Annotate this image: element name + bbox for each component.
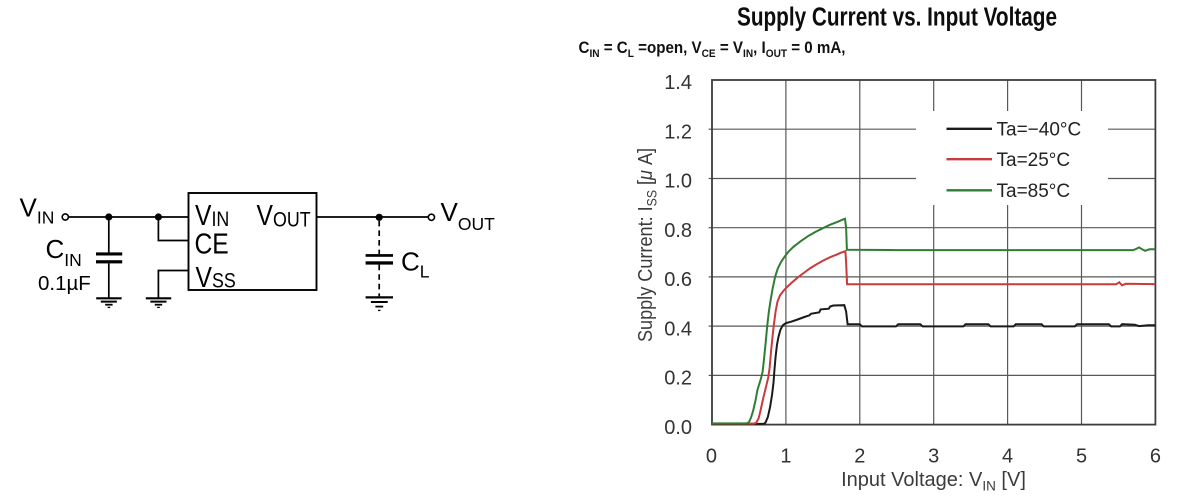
svg-text:Input Voltage: VIN [V]: Input Voltage: VIN [V] [841, 469, 1026, 494]
svg-text:0.6: 0.6 [664, 269, 692, 291]
svg-text:1.4: 1.4 [664, 72, 692, 94]
svg-text:3: 3 [928, 446, 939, 468]
svg-text:Supply Current: ISS [μ A]: Supply Current: ISS [μ A] [635, 148, 659, 342]
svg-text:1.2: 1.2 [664, 121, 692, 143]
svg-text:CL: CL [401, 247, 430, 282]
svg-text:0.1µF: 0.1µF [38, 272, 91, 295]
svg-text:4: 4 [1002, 446, 1013, 468]
svg-text:1.0: 1.0 [664, 171, 692, 193]
svg-text:VOUT: VOUT [257, 199, 311, 232]
svg-text:6: 6 [1150, 446, 1161, 468]
svg-text:0.2: 0.2 [664, 368, 692, 390]
svg-text:0.4: 0.4 [664, 318, 692, 340]
svg-text:0: 0 [706, 446, 717, 468]
svg-text:1: 1 [780, 446, 791, 468]
svg-text:VSS: VSS [196, 261, 236, 293]
svg-text:2: 2 [854, 446, 865, 468]
svg-text:Supply Current vs. Input Volta: Supply Current vs. Input Voltage [737, 4, 1057, 32]
svg-text:Ta=25°C: Ta=25°C [997, 150, 1071, 171]
svg-text:CIN = CL =open, VCE = VIN, IOU: CIN = CL =open, VCE = VIN, IOUT = 0 mA, [579, 40, 846, 60]
svg-text:0.0: 0.0 [664, 417, 692, 439]
svg-text:0.8: 0.8 [664, 220, 692, 242]
svg-text:VIN: VIN [20, 193, 55, 228]
svg-text:CIN: CIN [46, 234, 82, 270]
svg-text:Ta=85°C: Ta=85°C [997, 181, 1071, 202]
svg-text:5: 5 [1076, 446, 1087, 468]
svg-text:VIN: VIN [195, 199, 229, 231]
svg-text:VOUT: VOUT [441, 197, 496, 234]
svg-text:Ta=−40°C: Ta=−40°C [997, 119, 1082, 140]
svg-text:CE: CE [195, 228, 229, 260]
